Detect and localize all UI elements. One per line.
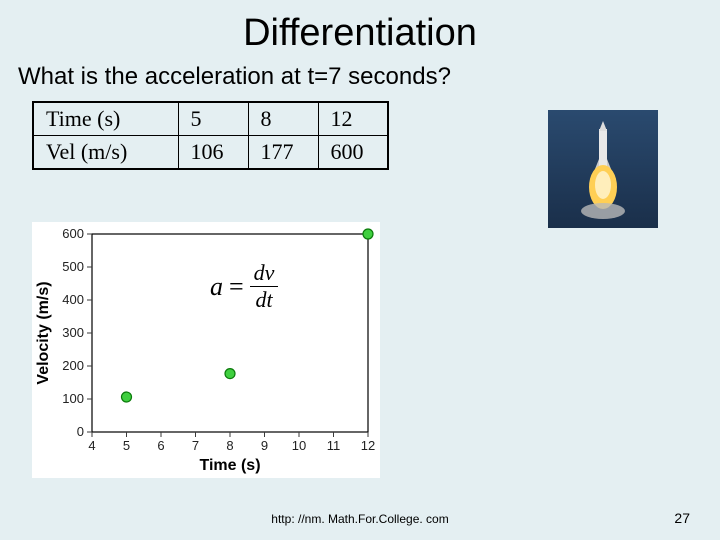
table-cell: 600 xyxy=(318,136,388,170)
formula-den: dt xyxy=(251,287,276,313)
formula-fraction: dv dt xyxy=(250,260,279,313)
svg-text:400: 400 xyxy=(62,292,84,307)
table-cell: 8 xyxy=(248,102,318,136)
svg-text:Velocity (m/s): Velocity (m/s) xyxy=(35,281,52,384)
rocket-image xyxy=(548,110,658,228)
svg-text:6: 6 xyxy=(157,438,164,453)
svg-text:11: 11 xyxy=(327,438,341,453)
data-table: Time (s) 5 8 12 Vel (m/s) 106 177 600 xyxy=(32,101,389,170)
table-cell: 5 xyxy=(178,102,248,136)
svg-text:7: 7 xyxy=(192,438,199,453)
formula-lhs: a xyxy=(210,272,223,302)
svg-text:500: 500 xyxy=(62,259,84,274)
table-row: Time (s) 5 8 12 xyxy=(33,102,388,136)
table-cell: 177 xyxy=(248,136,318,170)
table-cell: Time (s) xyxy=(33,102,178,136)
svg-text:200: 200 xyxy=(62,358,84,373)
svg-text:300: 300 xyxy=(62,325,84,340)
svg-text:10: 10 xyxy=(292,438,306,453)
table-cell: 106 xyxy=(178,136,248,170)
svg-text:5: 5 xyxy=(123,438,130,453)
page-title: Differentiation xyxy=(0,0,720,63)
table-cell: 12 xyxy=(318,102,388,136)
svg-text:4: 4 xyxy=(88,438,95,453)
table-row: Vel (m/s) 106 177 600 xyxy=(33,136,388,170)
svg-text:8: 8 xyxy=(226,438,233,453)
svg-text:0: 0 xyxy=(77,424,84,439)
svg-text:600: 600 xyxy=(62,226,84,241)
velocity-chart: 4 5 6 7 8 9 10 11 12 0 100 200 300 400 500 600 Time (s) V… xyxy=(32,222,380,478)
formula-eq: = xyxy=(229,272,244,302)
page-number: 27 xyxy=(674,510,690,526)
formula-num: dv xyxy=(250,260,279,287)
table-cell: Vel (m/s) xyxy=(33,136,178,170)
question-text: What is the acceleration at t=7 seconds? xyxy=(0,63,720,101)
svg-text:Time (s): Time (s) xyxy=(199,457,260,474)
svg-text:9: 9 xyxy=(261,438,268,453)
svg-text:12: 12 xyxy=(361,438,375,453)
acceleration-formula: a = dv dt xyxy=(210,260,278,313)
footer-url: http: //nm. Math.For.College. com xyxy=(0,512,720,526)
svg-text:100: 100 xyxy=(62,391,84,406)
